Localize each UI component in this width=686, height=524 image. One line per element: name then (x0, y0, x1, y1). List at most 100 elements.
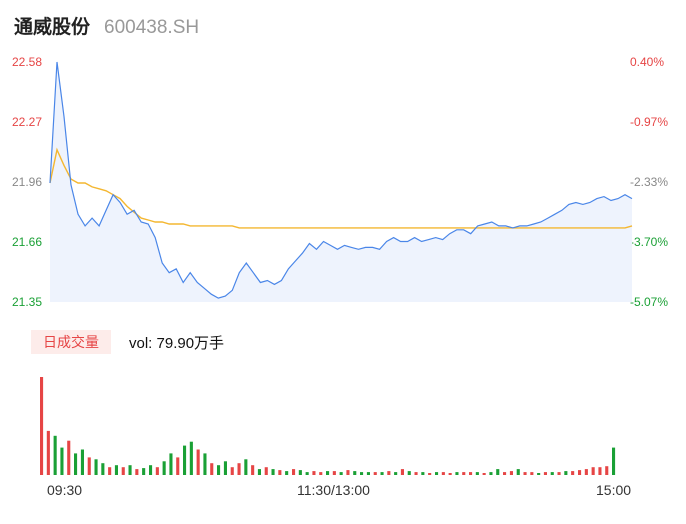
volume-bar (230, 467, 234, 475)
y-right-tick-0: 0.40% (630, 55, 665, 69)
volume-bar (87, 457, 91, 475)
volume-bar (189, 441, 193, 475)
volume-bar (543, 472, 547, 475)
volume-bar (366, 472, 370, 475)
volume-bar (373, 472, 377, 475)
volume-bar (223, 461, 227, 475)
y-right-tick-4: -5.07% (630, 295, 669, 309)
y-left-tick-3: 21.66 (12, 235, 43, 249)
x-tick-break: 11:30/13:00 (297, 482, 370, 498)
x-tick-open: 09:30 (47, 482, 83, 498)
volume-bar (469, 472, 473, 475)
y-left-tick-0: 22.58 (12, 55, 43, 69)
volume-bar (312, 471, 316, 475)
volume-bar (455, 472, 459, 475)
volume-bar (285, 471, 289, 475)
volume-bar (530, 472, 534, 475)
volume-bar (80, 449, 84, 475)
volume-bar (503, 472, 507, 475)
volume-bar (557, 472, 561, 475)
y-right-tick-1: -0.97% (630, 115, 669, 129)
volume-bar (162, 461, 166, 475)
volume-bar (326, 471, 330, 475)
volume-bar (537, 473, 541, 475)
volume-bar (584, 469, 588, 475)
volume-bar (142, 468, 146, 475)
volume-bar (564, 471, 568, 475)
volume-bar (135, 469, 139, 475)
volume-bar (448, 473, 452, 475)
volume-bar (605, 466, 609, 475)
volume-bar (60, 447, 64, 475)
volume-bar (53, 435, 57, 475)
x-tick-close: 15:00 (596, 482, 632, 498)
volume-bar (462, 472, 466, 475)
y-right-tick-2: -2.33% (630, 175, 669, 189)
stock-code: 600438.SH (104, 17, 200, 38)
volume-bar (183, 445, 187, 475)
volume-bar (203, 453, 207, 475)
volume-bar (380, 472, 384, 475)
volume-bar (94, 459, 98, 475)
volume-bar (332, 471, 336, 475)
volume-bar (489, 472, 493, 475)
volume-bar (305, 472, 309, 475)
volume-bar (339, 472, 343, 475)
volume-bar (400, 469, 404, 475)
volume-summary: vol: 79.90万手 (129, 335, 225, 352)
volume-bar (496, 469, 500, 475)
y-left-tick-1: 22.27 (12, 115, 43, 129)
avg-price-line (49, 147, 633, 229)
price-line (49, 61, 633, 299)
volume-bar (121, 467, 125, 475)
volume-bar (360, 472, 364, 475)
volume-bar (298, 470, 302, 475)
volume-bar (114, 465, 118, 475)
volume-bar (257, 469, 261, 475)
volume-bar (237, 463, 241, 475)
volume-bar (196, 449, 200, 475)
y-right-tick-3: -3.70% (630, 235, 669, 249)
volume-bar (210, 463, 214, 475)
volume-bar (176, 457, 180, 475)
volume-bar (128, 465, 132, 475)
volume-bar (414, 472, 418, 475)
volume-bar (578, 470, 582, 475)
volume-bar (108, 467, 112, 475)
volume-bar (475, 472, 479, 475)
volume-bar (169, 453, 173, 475)
volume-tab[interactable]: 日成交量 (31, 330, 111, 354)
volume-bar (435, 472, 439, 475)
volume-bar (346, 470, 350, 475)
volume-bar (155, 467, 159, 475)
volume-bar (251, 465, 255, 475)
volume-bar (428, 473, 432, 475)
volume-bar (217, 465, 221, 475)
volume-bar (387, 471, 391, 475)
volume-bar (612, 447, 616, 475)
volume-bar (353, 471, 357, 475)
y-left-tick-2: 21.96 (12, 175, 43, 189)
volume-bar (149, 465, 153, 475)
volume-bar (40, 377, 44, 475)
volume-bar (550, 472, 554, 475)
volume-bar (509, 471, 513, 475)
stock-title: 通威股份 600438.SH (14, 12, 199, 40)
volume-bar (74, 453, 78, 475)
volume-bar (292, 469, 296, 475)
volume-bar (571, 471, 575, 475)
price-area (50, 62, 632, 302)
volume-bar (67, 440, 71, 475)
volume-bar (591, 467, 595, 475)
volume-bar (101, 463, 105, 475)
volume-bar (244, 459, 248, 475)
volume-bar (46, 430, 50, 475)
volume-bar (441, 472, 445, 475)
volume-bar (598, 467, 602, 475)
volume-bar (407, 471, 411, 475)
volume-bar (482, 473, 486, 475)
volume-bar (264, 467, 268, 475)
volume-bar (421, 472, 425, 475)
volume-bar (271, 469, 275, 475)
